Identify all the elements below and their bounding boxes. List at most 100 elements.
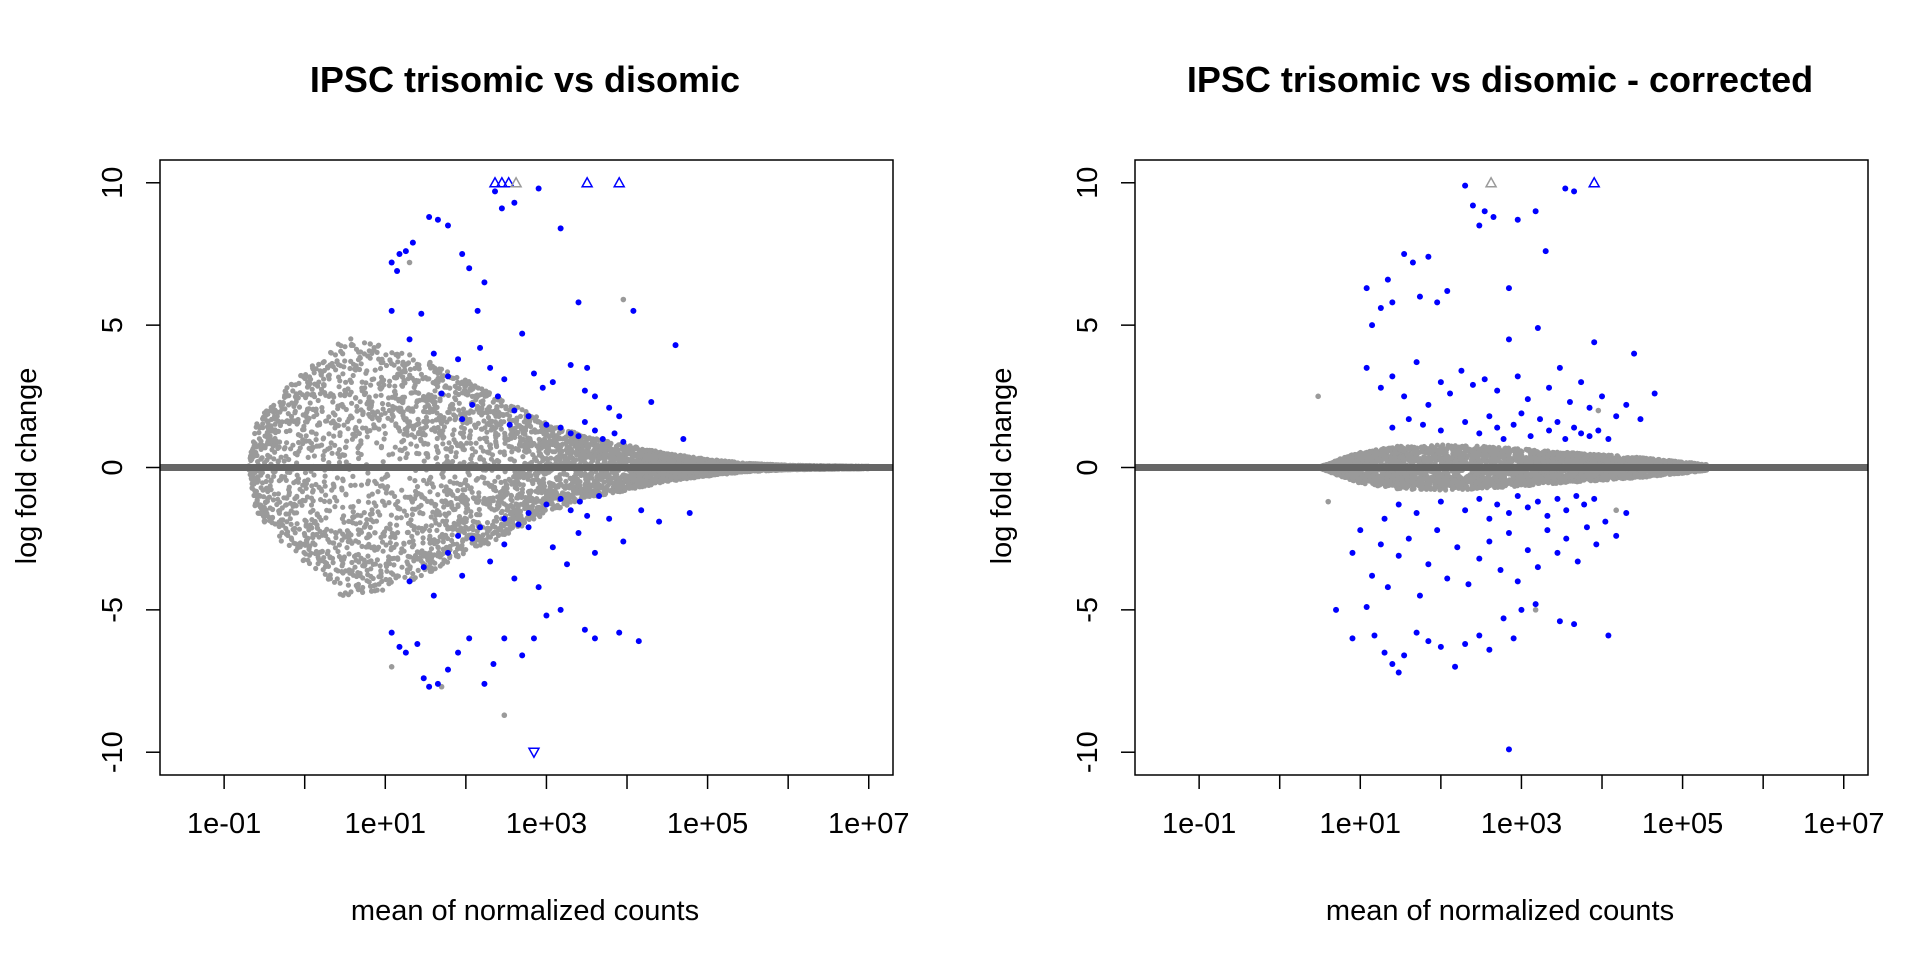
nonsignificant-point [349, 415, 355, 421]
nonsignificant-point [407, 366, 413, 372]
nonsignificant-point [414, 443, 420, 449]
nonsignificant-point [559, 441, 565, 447]
nonsignificant-point [589, 489, 595, 495]
nonsignificant-point [493, 536, 499, 543]
nonsignificant-point [522, 499, 528, 505]
nonsignificant-point [336, 417, 342, 423]
nonsignificant-point [356, 498, 362, 504]
nonsignificant-point [447, 405, 453, 412]
nonsignificant-point [433, 520, 439, 526]
nonsignificant-point [590, 436, 596, 442]
nonsignificant-point [352, 426, 358, 432]
nonsignificant-point [320, 436, 326, 442]
nonsignificant-point [324, 418, 330, 424]
nonsignificant-point [434, 410, 440, 416]
nonsignificant-point [254, 421, 260, 427]
nonsignificant-point [490, 523, 496, 529]
nonsignificant-point [469, 393, 475, 399]
nonsignificant-point [482, 538, 488, 544]
nonsignificant-point [469, 384, 475, 390]
nonsignificant-point [421, 458, 427, 464]
nonsignificant-point [324, 526, 330, 532]
nonsignificant-point [340, 404, 346, 410]
nonsignificant-point [633, 477, 639, 483]
nonsignificant-point [368, 517, 374, 523]
nonsignificant-point [399, 369, 405, 375]
nonsignificant-point [476, 506, 482, 513]
nonsignificant-point [376, 574, 382, 580]
nonsignificant-point [418, 572, 424, 579]
nonsignificant-point [305, 454, 311, 460]
nonsignificant-point [428, 523, 435, 529]
nonsignificant-point [364, 434, 370, 440]
nonsignificant-point [423, 420, 429, 426]
nonsignificant-point [293, 399, 299, 405]
nonsignificant-point [310, 498, 316, 504]
nonsignificant-point [434, 447, 441, 454]
nonsignificant-point [398, 515, 404, 521]
nonsignificant-point [260, 487, 266, 493]
nonsignificant-point [302, 470, 309, 476]
nonsignificant-point [592, 452, 598, 458]
nonsignificant-point [338, 343, 344, 349]
nonsignificant-point [470, 518, 476, 525]
nonsignificant-point [267, 505, 273, 511]
nonsignificant-point [284, 440, 290, 446]
nonsignificant-point [470, 495, 476, 501]
nonsignificant-point [572, 489, 578, 495]
nonsignificant-point [525, 476, 531, 482]
nonsignificant-point [321, 383, 327, 389]
nonsignificant-point [384, 568, 390, 574]
nonsignificant-point [591, 483, 597, 489]
nonsignificant-point [352, 564, 358, 570]
nonsignificant-point [421, 477, 427, 483]
nonsignificant-point [327, 445, 333, 451]
nonsignificant-point [287, 469, 293, 475]
nonsignificant-point [484, 429, 490, 435]
nonsignificant-point [427, 560, 433, 566]
nonsignificant-point [345, 426, 351, 432]
nonsignificant-point [473, 440, 479, 446]
nonsignificant-point [283, 477, 289, 483]
nonsignificant-point [275, 428, 282, 434]
nonsignificant-point [383, 576, 389, 583]
nonsignificant-point [413, 377, 419, 384]
nonsignificant-point [372, 530, 378, 536]
nonsignificant-point [278, 517, 284, 523]
nonsignificant-point [319, 442, 325, 448]
nonsignificant-point [329, 487, 335, 493]
nonsignificant-point [348, 482, 354, 488]
nonsignificant-point [440, 373, 447, 379]
nonsignificant-point [290, 388, 296, 394]
nonsignificant-point [346, 551, 352, 557]
nonsignificant-point [582, 482, 588, 488]
nonsignificant-point [309, 429, 315, 435]
nonsignificant-point [469, 446, 475, 452]
nonsignificant-point [330, 410, 336, 416]
nonsignificant-point [498, 419, 504, 425]
nonsignificant-point [262, 445, 268, 451]
nonsignificant-point [424, 376, 430, 382]
nonsignificant-point [283, 525, 289, 532]
nonsignificant-point [328, 391, 334, 397]
nonsignificant-point [314, 511, 320, 517]
nonsignificant-point [624, 473, 630, 479]
nonsignificant-point [274, 501, 280, 508]
nonsignificant-point [295, 432, 301, 438]
nonsignificant-point [506, 407, 512, 413]
nonsignificant-point [412, 478, 418, 484]
nonsignificant-point [374, 557, 380, 563]
nonsignificant-point [481, 475, 487, 481]
nonsignificant-point [497, 449, 503, 455]
nonsignificant-point [254, 501, 260, 508]
nonsignificant-point [432, 503, 438, 509]
nonsignificant-point [414, 484, 421, 490]
nonsignificant-point [405, 569, 411, 576]
nonsignificant-point [295, 479, 301, 485]
nonsignificant-point [454, 442, 461, 449]
nonsignificant-point [271, 491, 277, 497]
nonsignificant-point [529, 478, 535, 484]
nonsignificant-point [251, 492, 257, 499]
nonsignificant-point [384, 525, 390, 531]
nonsignificant-point [428, 500, 434, 506]
